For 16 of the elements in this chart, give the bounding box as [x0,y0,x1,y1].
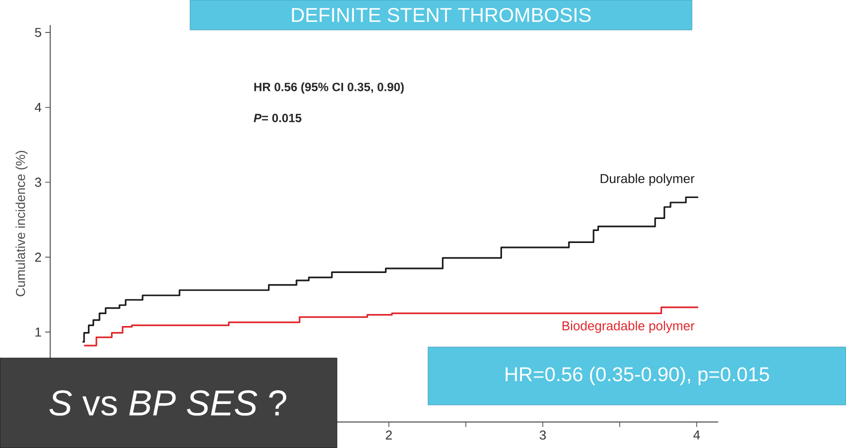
y-tick-label: 3 [35,178,42,187]
annotation: S vs BP SES ? [49,390,286,416]
chart-title: DEFINITE STENT THROMBOSIS [292,8,591,22]
x-tick-label: 3 [540,430,546,440]
annotation: HR 0.56 (95% CI 0.35, 0.90) [254,82,404,94]
annotation: P= 0.015 [254,114,302,122]
annotation: HR=0.56 (0.35-0.90), p=0.015 [506,366,770,386]
y-tick-label: 5 [35,28,42,37]
series-label: Durable polymer [600,174,694,186]
x-tick-label: 2 [386,430,392,440]
y-tick-label: 2 [35,252,42,262]
y-axis-title: Cumulative incidence (%) [16,150,28,296]
series-label: Biodegradable polymer [562,320,694,333]
y-tick-label: 4 [34,102,42,112]
y-tick-label: 1 [35,328,42,337]
x-tick-label: 4 [693,430,700,440]
